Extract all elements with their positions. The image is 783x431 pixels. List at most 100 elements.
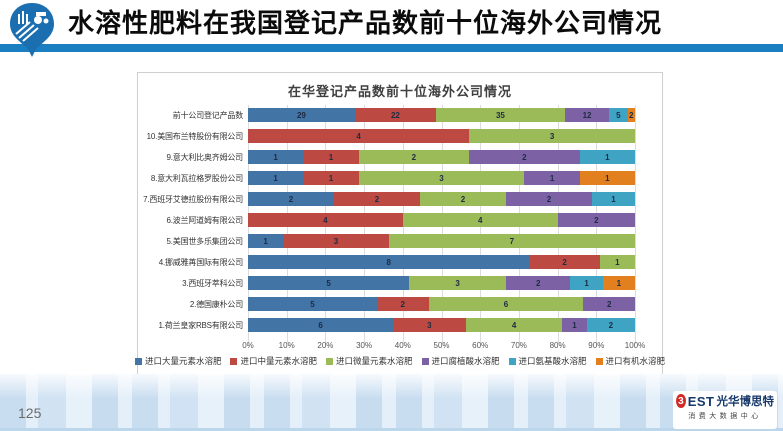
- stacked-bar: 29 22 35 12 5 2: [248, 108, 635, 122]
- legend-label: 进口大量元素水溶肥: [144, 356, 222, 366]
- bar-segment: 1: [579, 171, 635, 185]
- x-tick-label: 90%: [588, 341, 605, 350]
- bar-segment: 2: [557, 213, 635, 227]
- legend-label: 进口腐植酸水溶肥: [431, 356, 500, 366]
- chart-row: 4.挪威雅苒国际有限公司 8 2 1: [159, 252, 635, 273]
- bar-segment: 2: [248, 192, 334, 206]
- x-tick-label: 50%: [433, 341, 450, 350]
- header-accent-bar: [0, 44, 783, 52]
- bar-segment: 2: [583, 297, 635, 311]
- legend-swatch-icon: [595, 357, 603, 365]
- chart-row: 3.西班牙萃科公司 5 3 2 1 1: [182, 273, 635, 294]
- bar-segment: 3: [409, 276, 506, 290]
- category-label: 8.意大利瓦拉格罗股份公司: [150, 174, 243, 183]
- bar-segment: 2: [529, 255, 600, 269]
- legend-item: 进口腐植酸水溶肥: [421, 355, 500, 367]
- chart-row: 5.美国世多乐集团公司 1 3 7: [167, 231, 635, 252]
- chart-row: 6.波兰阿道姆有限公司 4 4 2: [167, 210, 635, 231]
- category-label: 10.美国布兰特股份有限公司: [146, 132, 244, 141]
- category-label: 5.美国世多乐集团公司: [166, 237, 244, 246]
- header: 水溶性肥料在我国登记产品数前十位海外公司情况: [0, 0, 783, 57]
- bar-segment: 7: [388, 234, 635, 248]
- category-label: 2.德国康朴公司: [189, 300, 243, 309]
- bar-segment: 2: [420, 192, 506, 206]
- bar-segment: 2: [358, 150, 470, 164]
- bar-segment: 2: [469, 150, 580, 164]
- bar-segment: 35: [435, 108, 565, 122]
- brand-subtitle: 消费大数据中心: [688, 413, 762, 420]
- bar-segment: 1: [602, 276, 635, 290]
- bar-segment: 4: [248, 129, 470, 143]
- legend-item: 进口氨基酸水溶肥: [508, 355, 587, 367]
- legend-swatch-icon: [230, 357, 238, 365]
- plot-rows: 前十公司登记产品数 29 22 35 12 5 2 10.美国布兰特股份有限公司 4 3 9.意大利…: [143, 105, 635, 336]
- bar-segment: 1: [303, 171, 359, 185]
- bar-segment: 1: [599, 255, 635, 269]
- legend-item: 进口有机水溶肥: [595, 355, 666, 367]
- bar-segment: 4: [248, 213, 403, 227]
- city-skyline-decoration: [0, 374, 783, 431]
- x-axis: 0% 10% 20% 30% 40% 50% 60% 70% 80% 90% 100%: [242, 341, 645, 353]
- bar-segment: 4: [402, 213, 558, 227]
- bar-segment: 5: [248, 297, 377, 311]
- gridline: [635, 105, 636, 344]
- category-label: 前十公司登记产品数: [172, 111, 243, 120]
- legend-item: 进口大量元素水溶肥: [134, 355, 222, 367]
- bar-segment: 22: [354, 108, 436, 122]
- bar-segment: 2: [627, 108, 635, 122]
- bar-segment: 3: [469, 129, 635, 143]
- plot-area: 前十公司登记产品数 29 22 35 12 5 2 10.美国布兰特股份有限公司 4 3 9.意大利…: [143, 105, 636, 344]
- chart-row: 9.意大利比奥齐姆公司 1 1 2 2 1: [167, 147, 635, 168]
- x-tick-label: 70%: [510, 341, 527, 350]
- best-badge-icon: 3: [676, 394, 686, 408]
- x-tick-label: 40%: [394, 341, 411, 350]
- legend-label: 进口氨基酸水溶肥: [518, 356, 587, 366]
- bar-segment: 1: [579, 150, 635, 164]
- bar-segment: 3: [283, 234, 389, 248]
- x-tick-label: 80%: [549, 341, 566, 350]
- brand-balloon-icon: [8, 2, 56, 58]
- legend-label: 进口有机水溶肥: [605, 356, 666, 366]
- x-tick-label: 10%: [278, 341, 295, 350]
- bar-segment: 2: [506, 192, 592, 206]
- bar-segment: 4: [465, 318, 563, 332]
- legend: 进口大量元素水溶肥 进口中量元素水溶肥 进口微量元素水溶肥 进口腐植酸水溶肥 进口氨基酸…: [134, 355, 665, 367]
- bar-segment: 2: [334, 192, 420, 206]
- chart-title: 在华登记产品数前十位海外公司情况: [287, 84, 512, 99]
- bar-segment: 1: [562, 318, 587, 332]
- chart-row: 1.荷兰皇家RBS有限公司 6 3 4 1 2: [158, 315, 635, 336]
- bar-segment: 1: [248, 171, 304, 185]
- bar-segment: 3: [358, 171, 525, 185]
- legend-label: 进口中量元素水溶肥: [240, 356, 317, 366]
- x-tick-label: 30%: [356, 341, 373, 350]
- bar-segment: 1: [570, 276, 603, 290]
- chart-panel: 在华登记产品数前十位海外公司情况 前十公司登记产品数 29 22 35 12 5 2 10.美…: [134, 72, 665, 375]
- bar-segment: 12: [564, 108, 610, 122]
- bar-segment: 1: [248, 234, 284, 248]
- bar-segment: 1: [248, 150, 304, 164]
- legend-swatch-icon: [134, 357, 142, 365]
- chart-row: 2.德国康朴公司 5 2 6 2: [190, 294, 635, 315]
- bar-segment: 1: [592, 192, 635, 206]
- category-label: 1.荷兰皇家RBS有限公司: [158, 321, 243, 330]
- bar-segment: 29: [248, 108, 355, 122]
- legend-swatch-icon: [508, 357, 516, 365]
- page-number: 125: [18, 405, 42, 421]
- chart-row: 7.西班牙艾德拉股份有限公司 2 2 2 2 1: [143, 189, 635, 210]
- category-label: 4.挪威雅苒国际有限公司: [158, 258, 243, 267]
- chart-row: 前十公司登记产品数 29 22 35 12 5 2: [173, 105, 635, 126]
- bar-segment: 1: [303, 150, 359, 164]
- bar-segment: 6: [248, 318, 394, 332]
- legend-item: 进口中量元素水溶肥: [230, 355, 317, 367]
- bar-segment: 3: [393, 318, 466, 332]
- x-tick-label: 60%: [472, 341, 489, 350]
- best-logo-row: 3 EST 光华博思特: [676, 393, 774, 409]
